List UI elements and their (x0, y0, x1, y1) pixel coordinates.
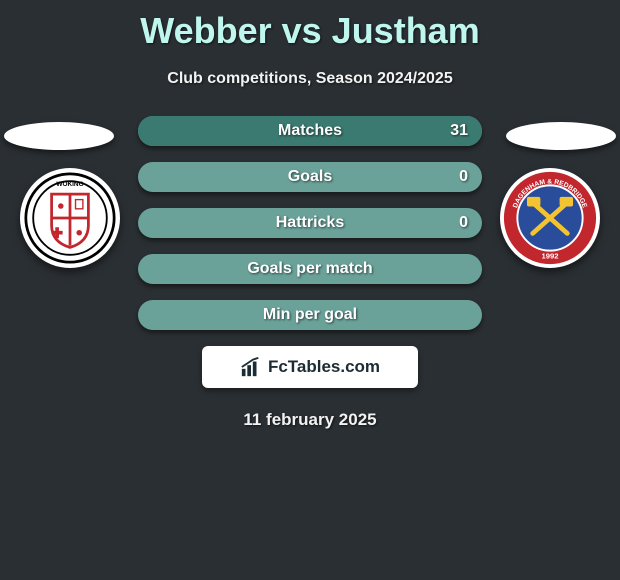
brand-text: FcTables.com (268, 357, 380, 377)
brand-badge: FcTables.com (202, 346, 418, 388)
stat-label: Goals per match (247, 260, 372, 278)
stat-label: Min per goal (263, 306, 357, 324)
stat-bar: Goals 0 (138, 162, 482, 192)
stat-value-right: 31 (450, 122, 468, 140)
stat-bar: Matches 31 (138, 116, 482, 146)
stat-bar: Goals per match (138, 254, 482, 284)
stat-bar: Min per goal (138, 300, 482, 330)
stat-bar: Hattricks 0 (138, 208, 482, 238)
stat-value-right: 0 (459, 168, 468, 186)
right-team-crest: DAGENHAM & REDBRIDGE 1992 (500, 168, 600, 268)
comparison-area: WOKING DAGENHAM & REDBRIDGE 1992 (0, 116, 620, 430)
dagenham-crest-icon: DAGENHAM & REDBRIDGE 1992 (502, 170, 598, 266)
left-team-crest: WOKING (20, 168, 120, 268)
stat-label: Goals (288, 168, 332, 186)
stat-value-right: 0 (459, 214, 468, 232)
stat-bars: Matches 31 Goals 0 Hattricks 0 Goals per match… (138, 116, 482, 330)
page-title: Webber vs Justham (0, 0, 620, 52)
right-oval-decor (506, 122, 616, 150)
svg-text:1992: 1992 (541, 251, 558, 260)
svg-text:WOKING: WOKING (56, 181, 83, 188)
stat-label: Hattricks (276, 214, 344, 232)
chart-icon (240, 356, 262, 378)
date-text: 11 february 2025 (0, 410, 620, 430)
subtitle: Club competitions, Season 2024/2025 (0, 70, 620, 88)
stat-label: Matches (278, 122, 342, 140)
left-oval-decor (4, 122, 114, 150)
woking-crest-icon: WOKING (24, 172, 116, 264)
